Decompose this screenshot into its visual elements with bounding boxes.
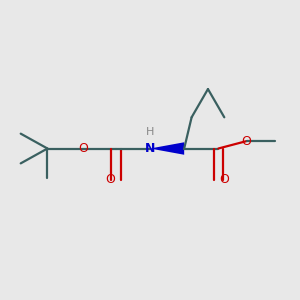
Text: O: O [105,173,115,186]
Text: H: H [146,127,154,137]
Text: N: N [145,142,155,155]
Text: O: O [219,173,229,186]
Text: O: O [242,135,251,148]
Polygon shape [150,142,184,155]
Text: O: O [78,142,88,155]
